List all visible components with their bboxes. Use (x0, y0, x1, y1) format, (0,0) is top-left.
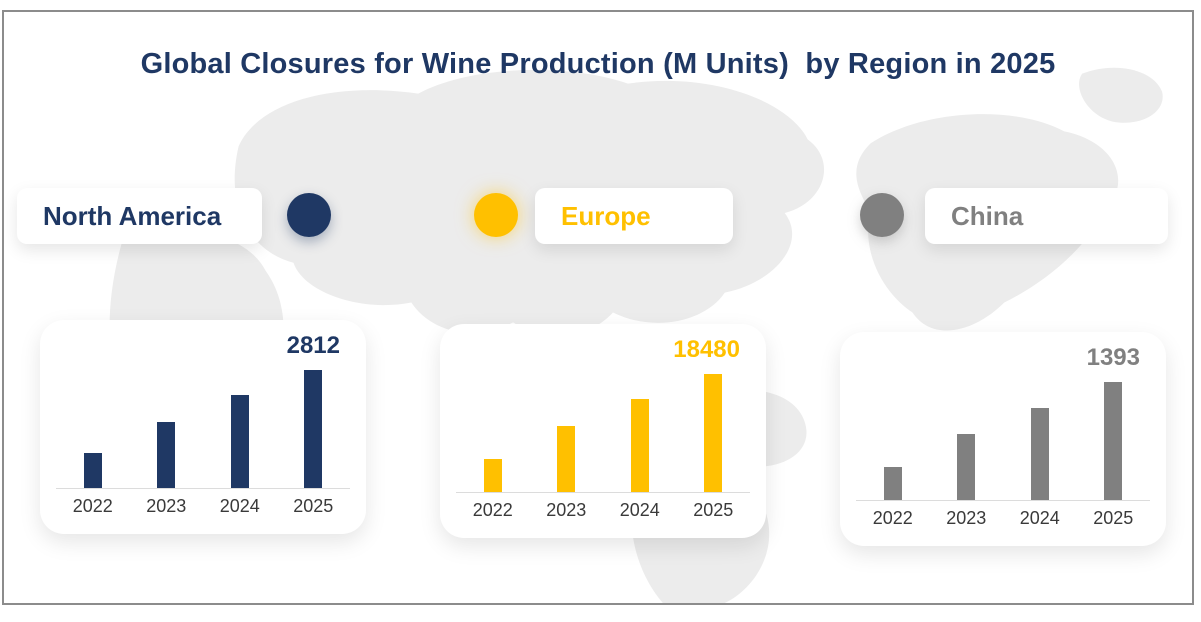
x-tick-2024: 2024 (1019, 508, 1060, 528)
x-tick-2022: 2022 (72, 496, 113, 516)
x-axis-labels: 2022 2023 2024 2025 (856, 508, 1150, 529)
x-tick-2024: 2024 (619, 500, 660, 520)
legend-label-north-america: North America (43, 200, 222, 231)
north-america-circle-marker (287, 193, 331, 237)
legend-card-china: China (925, 188, 1168, 244)
plot-area (856, 380, 1150, 501)
x-tick-2025: 2025 (1093, 508, 1134, 528)
legend-label-china: China (951, 200, 1024, 231)
value-label-2025: 1393 (1086, 344, 1140, 371)
page-title: Global Closures for Wine Production (M U… (140, 48, 1056, 80)
bar-2025 (704, 374, 723, 492)
value-label-2025: 2812 (286, 332, 340, 359)
legend-card-north-america: North America (17, 188, 262, 244)
bar-2024 (230, 395, 249, 488)
legend-label-europe: Europe (561, 200, 651, 231)
bar-2024 (1030, 408, 1049, 500)
bar-2025 (304, 370, 323, 488)
value-label-2025: 18480 (673, 336, 740, 363)
x-tick-2025: 2025 (293, 496, 334, 516)
bar-2022 (483, 459, 502, 492)
x-axis-labels: 2022 2023 2024 2025 (456, 500, 750, 521)
bar-chart-europe: 18480 2022 2023 2024 2025 (440, 324, 766, 538)
bar-2023 (157, 422, 176, 488)
bar-chart-north-america: 2812 2022 2023 2024 2025 (40, 320, 366, 534)
x-tick-2024: 2024 (219, 496, 260, 516)
china-circle-marker (860, 193, 904, 237)
bar-2023 (957, 434, 976, 500)
x-tick-2025: 2025 (693, 500, 734, 520)
europe-circle-marker (474, 193, 518, 237)
bar-2022 (83, 453, 102, 488)
plot-area (56, 368, 350, 489)
x-tick-2023: 2023 (146, 496, 187, 516)
legend-card-europe: Europe (535, 188, 733, 244)
bar-chart-china: 1393 2022 2023 2024 2025 (840, 332, 1166, 546)
bar-2025 (1104, 382, 1123, 500)
plot-area (456, 372, 750, 493)
chart-frame: Global Closures for Wine Production (M U… (2, 10, 1194, 605)
x-axis-labels: 2022 2023 2024 2025 (56, 496, 350, 517)
x-tick-2023: 2023 (946, 508, 987, 528)
x-tick-2022: 2022 (472, 500, 513, 520)
x-tick-2023: 2023 (546, 500, 587, 520)
x-tick-2022: 2022 (872, 508, 913, 528)
bar-2022 (883, 467, 902, 500)
bar-2024 (630, 399, 649, 492)
bar-2023 (557, 426, 576, 492)
